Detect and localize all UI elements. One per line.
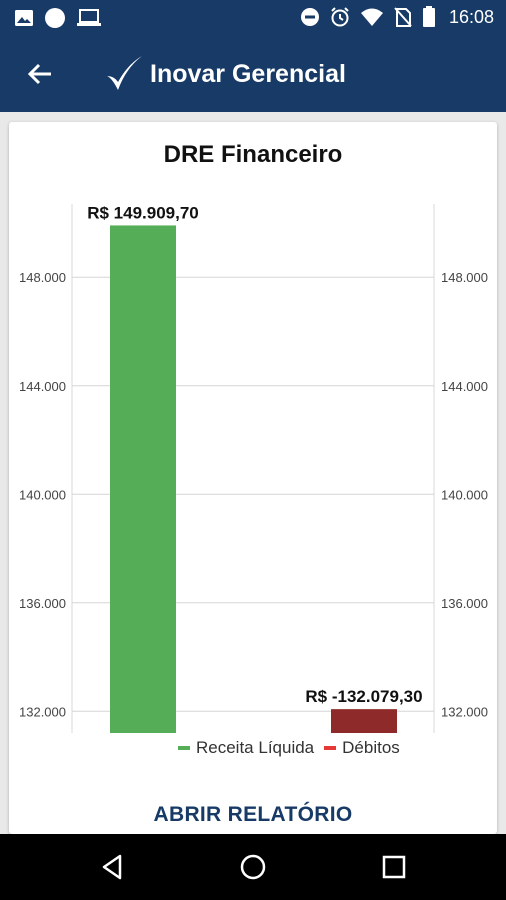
y-tick-label-right: 140.000	[441, 487, 488, 502]
alarm-icon	[331, 7, 349, 27]
y-tick-label-left: 144.000	[19, 379, 66, 394]
y-tick-label-right: 144.000	[441, 379, 488, 394]
status-bar: 16:08	[0, 0, 506, 36]
status-right-icons: 16:08	[300, 6, 494, 28]
home-circle-icon[interactable]	[238, 852, 268, 882]
y-tick-label-right: 148.000	[441, 270, 488, 285]
system-nav-bar	[0, 834, 506, 900]
y-tick-label-left: 140.000	[19, 487, 66, 502]
legend-item-receita: Receita Líquida	[178, 738, 314, 758]
image-icon	[15, 10, 33, 26]
laptop-icon	[77, 9, 101, 26]
app-bar: Inovar Gerencial	[0, 36, 506, 112]
card-title: DRE Financeiro	[163, 141, 343, 168]
legend-label-debitos: Débitos	[342, 738, 400, 757]
open-report-button[interactable]: ABRIR RELATÓRIO	[153, 803, 353, 826]
wifi-icon	[360, 8, 383, 26]
app-title-group: Inovar Gerencial	[104, 54, 346, 94]
battery-icon	[422, 6, 435, 27]
dnd-icon	[300, 8, 319, 26]
y-tick-label-left: 132.000	[19, 704, 66, 719]
data-label-debitos: R$ -132.079,30	[305, 687, 422, 706]
app-title: Inovar Gerencial	[150, 59, 346, 88]
y-tick-label-left: 136.000	[19, 596, 66, 611]
y-tick-label-right: 136.000	[441, 596, 488, 611]
y-tick-label-left: 148.000	[19, 270, 66, 285]
no-sim-icon	[394, 7, 412, 27]
chart-legend: Receita Líquida Débitos	[178, 738, 410, 758]
check-mark-icon	[107, 56, 142, 90]
legend-swatch-debitos	[324, 746, 337, 750]
legend-swatch-receita	[178, 746, 190, 750]
dre-bar-chart: 132.000 132.000 136.000 136.000 140.000 140.0…	[19, 203, 488, 733]
arrow-back-icon[interactable]	[24, 58, 56, 90]
back-triangle-icon[interactable]	[98, 852, 128, 882]
bar-debitos	[331, 709, 397, 733]
circle-icon	[45, 8, 65, 28]
status-time: 16:08	[448, 6, 494, 27]
recents-square-icon[interactable]	[379, 852, 409, 882]
y-tick-label-right: 132.000	[441, 704, 488, 719]
legend-item-debitos: Débitos	[324, 738, 400, 758]
dre-card	[9, 122, 497, 834]
bar-receita	[110, 225, 176, 733]
data-label-receita: R$ 149.909,70	[87, 203, 199, 222]
legend-label-receita: Receita Líquida	[196, 738, 315, 757]
status-left-icons	[14, 7, 102, 29]
